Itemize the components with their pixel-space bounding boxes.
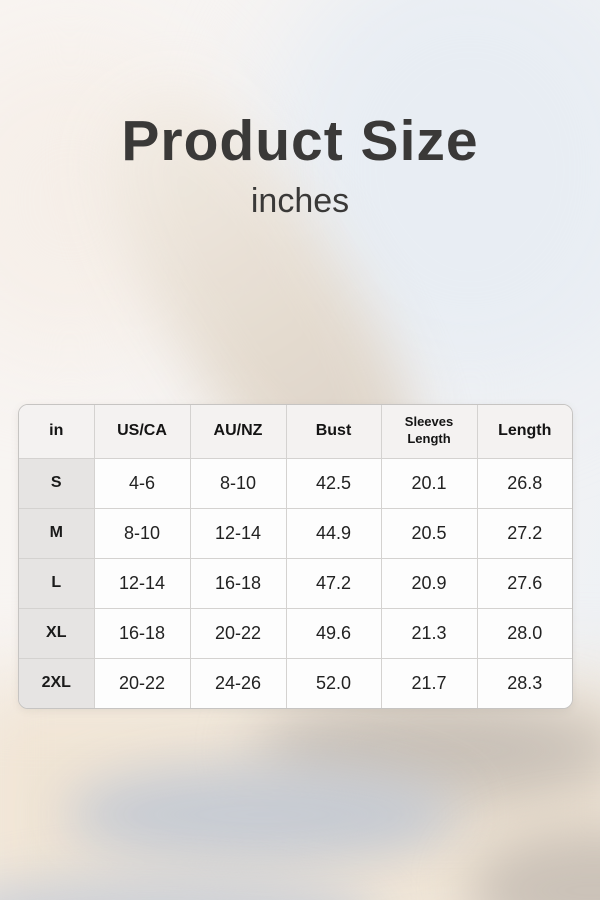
size-value-cell: 21.3 — [381, 608, 478, 659]
table-row-2xl: 2XL 20-22 24-26 52.0 21.7 28.3 — [19, 658, 572, 708]
size-value-cell: 12-14 — [190, 508, 287, 559]
size-value-cell: 20.9 — [381, 558, 478, 609]
size-value-cell: 16-18 — [190, 558, 287, 609]
size-value-cell: 8-10 — [190, 458, 287, 509]
size-value-cell: 52.0 — [286, 658, 382, 708]
table-row-s: S 4-6 8-10 42.5 20.1 26.8 — [19, 458, 572, 509]
table-row-m: M 8-10 12-14 44.9 20.5 27.2 — [19, 508, 572, 559]
column-header-bust: Bust — [286, 405, 382, 459]
size-row-label: L — [19, 558, 95, 609]
column-header-us-ca: US/CA — [94, 405, 191, 459]
size-row-label: S — [19, 458, 95, 509]
size-value-cell: 27.6 — [477, 558, 572, 609]
size-value-cell: 24-26 — [190, 658, 287, 708]
table-row-l: L 12-14 16-18 47.2 20.9 27.6 — [19, 558, 572, 609]
page-title: Product Size — [121, 109, 479, 173]
size-value-cell: 21.7 — [381, 658, 478, 708]
size-value-cell: 26.8 — [477, 458, 572, 509]
column-header-length: Length — [477, 405, 572, 459]
size-row-label: 2XL — [19, 658, 95, 708]
size-value-cell: 49.6 — [286, 608, 382, 659]
size-value-cell: 28.0 — [477, 608, 572, 659]
size-value-cell: 20.1 — [381, 458, 478, 509]
size-row-label: XL — [19, 608, 95, 659]
size-value-cell: 16-18 — [94, 608, 191, 659]
size-value-cell: 12-14 — [94, 558, 191, 609]
size-value-cell: 20-22 — [190, 608, 287, 659]
table-row-xl: XL 16-18 20-22 49.6 21.3 28.0 — [19, 608, 572, 659]
size-value-cell: 20-22 — [94, 658, 191, 708]
size-value-cell: 20.5 — [381, 508, 478, 559]
size-value-cell: 8-10 — [94, 508, 191, 559]
size-table: in US/CA AU/NZ Bust Sleeves Length Lengt… — [19, 405, 572, 708]
size-value-cell: 28.3 — [477, 658, 572, 708]
size-value-cell: 27.2 — [477, 508, 572, 559]
size-value-cell: 4-6 — [94, 458, 191, 509]
column-header-au-nz: AU/NZ — [190, 405, 287, 459]
column-header-unit: in — [19, 405, 95, 459]
unit-subtitle: inches — [250, 181, 350, 220]
size-table-container: in US/CA AU/NZ Bust Sleeves Length Lengt… — [18, 404, 573, 709]
size-value-cell: 44.9 — [286, 508, 382, 559]
size-value-cell: 47.2 — [286, 558, 382, 609]
column-header-sleeves-length: Sleeves Length — [381, 405, 478, 459]
size-row-label: M — [19, 508, 95, 559]
size-value-cell: 42.5 — [286, 458, 382, 509]
title-block: Product Size inches — [0, 110, 600, 220]
cloud-blue-shape — [65, 762, 460, 867]
header-row: in US/CA AU/NZ Bust Sleeves Length Lengt… — [19, 405, 572, 459]
